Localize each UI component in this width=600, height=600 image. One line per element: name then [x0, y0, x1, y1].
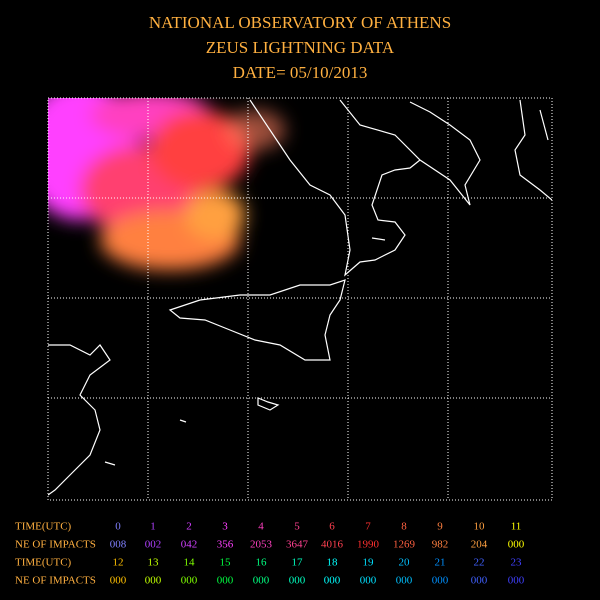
coastline	[104, 237, 386, 466]
impact-count: 008	[110, 539, 127, 551]
impact-count: 3647	[286, 539, 309, 551]
hour: 12	[113, 557, 124, 569]
title-line: ZEUS LIGHTNING DATA	[206, 38, 395, 57]
title-line: NATIONAL OBSERVATORY OF ATHENS	[149, 13, 451, 32]
impact-count: 002	[145, 539, 162, 551]
coastline	[339, 99, 481, 206]
impact-count: 356	[217, 539, 234, 551]
impact-count: 000	[145, 575, 162, 587]
impact-count: 000	[217, 575, 234, 587]
hour: 19	[363, 557, 375, 569]
hour: 15	[220, 557, 232, 569]
hour: 4	[258, 521, 264, 533]
row-label: NE OF IMPACTS	[15, 539, 96, 551]
hour: 3	[222, 521, 228, 533]
hour: 10	[474, 521, 486, 533]
impact-count: 1990	[357, 539, 380, 551]
hour: 17	[292, 557, 304, 569]
impact-count: 2053	[250, 539, 273, 551]
impact-count: 000	[181, 575, 198, 587]
coastline	[168, 279, 346, 361]
hour: 5	[294, 521, 300, 533]
hour: 2	[186, 521, 192, 533]
coastline	[48, 344, 111, 496]
hour: 11	[511, 521, 522, 533]
impact-count: 000	[396, 575, 413, 587]
impact-count: 000	[508, 539, 525, 551]
impact-count: 042	[181, 539, 198, 551]
row-label: TIME(UTC)	[15, 557, 72, 569]
hour: 23	[511, 557, 523, 569]
impact-count: 982	[432, 539, 449, 551]
hour: 22	[474, 557, 485, 569]
impact-count: 204	[471, 539, 488, 551]
map-frame	[47, 97, 553, 501]
row-label: NE OF IMPACTS	[15, 575, 96, 587]
hour: 21	[435, 557, 446, 569]
impact-count: 000	[360, 575, 377, 587]
impact-count: 000	[324, 575, 341, 587]
impact-count: 000	[110, 575, 127, 587]
hour: 18	[327, 557, 339, 569]
impact-count: 000	[289, 575, 306, 587]
impact-count: 1269	[393, 539, 416, 551]
hour: 16	[256, 557, 268, 569]
hour: 1	[150, 521, 156, 533]
coastline	[249, 99, 421, 277]
lightning-density	[48, 98, 285, 270]
hour: 7	[365, 521, 371, 533]
impact-count: 000	[432, 575, 449, 587]
title-line: DATE= 05/10/2013	[233, 63, 368, 82]
impact-count: 4016	[321, 539, 344, 551]
hour: 0	[115, 521, 121, 533]
coastline	[514, 99, 552, 201]
hour: 13	[148, 557, 160, 569]
row-label: TIME(UTC)	[15, 521, 72, 533]
hour: 14	[184, 557, 196, 569]
hour: 20	[399, 557, 411, 569]
impact-count: 000	[471, 575, 488, 587]
hour: 9	[437, 521, 443, 533]
hour: 8	[401, 521, 407, 533]
impact-count: 000	[253, 575, 270, 587]
map	[48, 98, 552, 496]
impact-count: 000	[508, 575, 525, 587]
hour: 6	[329, 521, 335, 533]
graticule	[48, 98, 552, 500]
